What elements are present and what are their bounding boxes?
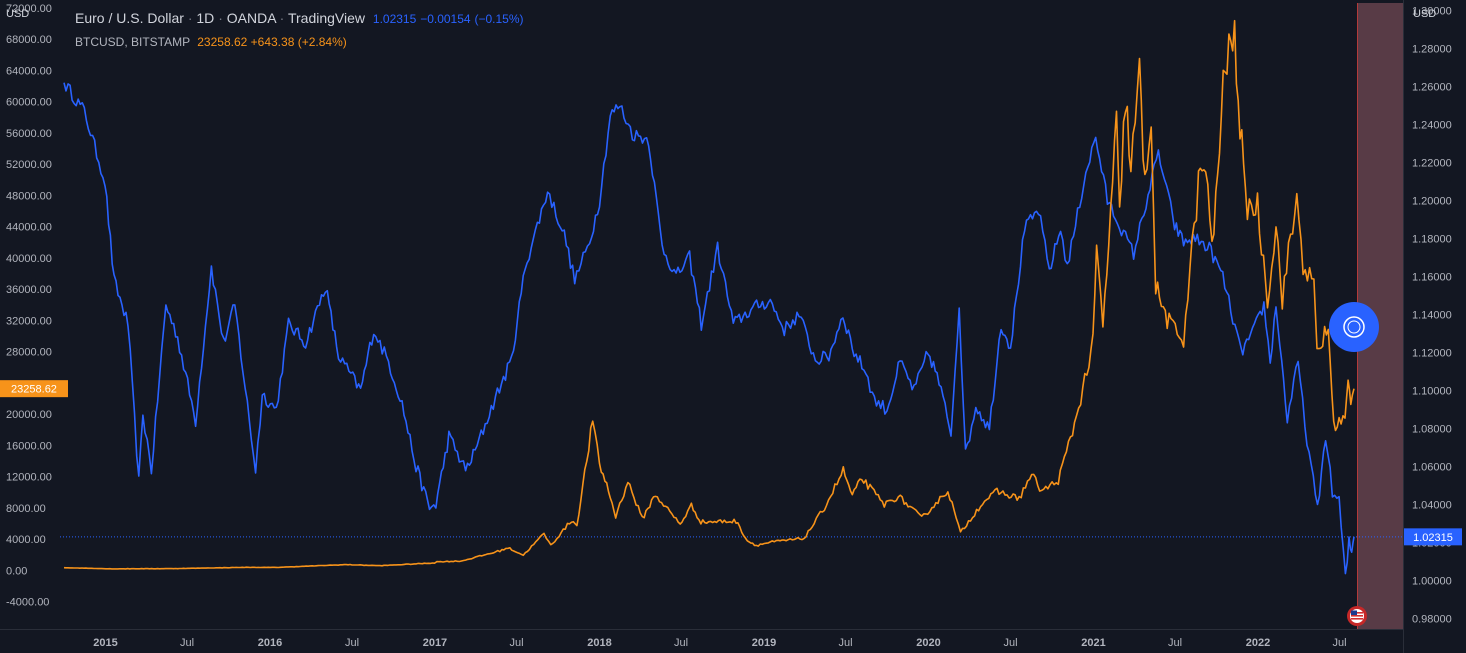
left-axis-tick-label: -4000.00 xyxy=(6,597,49,609)
right-axis-tick-label: 1.04000 xyxy=(1412,500,1452,512)
left-axis-tick-label: 68000.00 xyxy=(6,34,52,46)
time-axis-tick-label: 2016 xyxy=(258,637,282,649)
time-axis-tick-label: Jul xyxy=(1168,637,1182,649)
compare-series-legend[interactable]: BTCUSD, BITSTAMP 23258.62 +643.38 (+2.84… xyxy=(75,35,347,49)
left-axis-tick-label: 40000.00 xyxy=(6,253,52,265)
right-axis-tick-label: 1.20000 xyxy=(1412,195,1452,207)
left-axis-tick-label: 52000.00 xyxy=(6,159,52,171)
right-axis-tick-label: 1.00000 xyxy=(1412,576,1452,588)
time-axis-tick-label: 2021 xyxy=(1081,637,1105,649)
right-axis-tick-label: 1.28000 xyxy=(1412,43,1452,55)
time-axis[interactable]: 2015 Jul 2016 Jul 2017 Jul 2018 Jul 2019 Jul 2020 J… xyxy=(93,637,1346,649)
time-axis-tick-label: 2015 xyxy=(93,637,117,649)
interval-label[interactable]: 1D xyxy=(196,10,215,26)
right-axis-tick-label: 0.98000 xyxy=(1412,614,1452,626)
target-circle-icon[interactable] xyxy=(1329,302,1379,352)
eurusd-line[interactable] xyxy=(63,82,1355,575)
time-axis-tick-label: Jul xyxy=(674,637,688,649)
left-axis-tick-label: 56000.00 xyxy=(6,128,52,140)
left-axis-tick-label: 16000.00 xyxy=(6,440,52,452)
svg-text:1.02315: 1.02315 xyxy=(1413,532,1453,544)
right-axis-tick-label: 1.14000 xyxy=(1412,310,1452,322)
compare-last-price: 23258.62 xyxy=(197,35,248,49)
price-change: −0.00154 xyxy=(420,12,471,26)
time-axis-tick-label: 2018 xyxy=(587,637,611,649)
svg-text:23258.62: 23258.62 xyxy=(11,384,57,396)
us-flag-icon[interactable] xyxy=(1347,606,1367,626)
time-axis-tick-label: 2020 xyxy=(916,637,940,649)
time-axis-tick-label: Jul xyxy=(180,637,194,649)
time-axis-tick-label: 2022 xyxy=(1246,637,1270,649)
right-axis-tick-label: 1.08000 xyxy=(1412,424,1452,436)
right-axis-tick-label: 1.26000 xyxy=(1412,81,1452,93)
left-axis-tick-label: 44000.00 xyxy=(6,222,52,234)
right-axis-tick-label: 1.22000 xyxy=(1412,157,1452,169)
series-layer xyxy=(63,19,1355,575)
right-axis-unit: USD xyxy=(1413,8,1437,20)
left-axis-tick-label: 72000.00 xyxy=(6,3,52,15)
left-axis-tick-label: 48000.00 xyxy=(6,190,52,202)
platform-label: TradingView xyxy=(287,10,366,26)
btcusd-last-price-label: 23258.62 xyxy=(0,380,68,398)
time-axis-tick-label: 2019 xyxy=(752,637,776,649)
time-axis-tick-label: Jul xyxy=(1004,637,1018,649)
left-axis-tick-label: 64000.00 xyxy=(6,65,52,77)
left-axis-tick-label: 8000.00 xyxy=(6,503,46,515)
right-axis-tick-label: 1.18000 xyxy=(1412,233,1452,245)
left-axis-tick-label: 0.00 xyxy=(6,565,27,577)
left-axis-tick-label: 32000.00 xyxy=(6,315,52,327)
compare-symbol[interactable]: BTCUSD, BITSTAMP xyxy=(75,35,190,49)
time-axis-tick-label: Jul xyxy=(839,637,853,649)
right-axis-tick-label: 1.10000 xyxy=(1412,386,1452,398)
right-axis-tick-label: 1.12000 xyxy=(1412,348,1452,360)
time-axis-tick-label: Jul xyxy=(345,637,359,649)
time-axis-tick-label: 2017 xyxy=(423,637,447,649)
last-price: 1.02315 xyxy=(372,12,417,26)
symbol-title[interactable]: Euro / U.S. Dollar xyxy=(75,10,184,26)
time-axis-tick-label: Jul xyxy=(510,637,524,649)
exchange-label: OANDA xyxy=(226,10,276,26)
compare-change: +643.38 xyxy=(250,35,295,49)
left-axis-tick-label: 60000.00 xyxy=(6,97,52,109)
right-axis-tick-label: 1.24000 xyxy=(1412,119,1452,131)
left-axis-tick-label: 36000.00 xyxy=(6,284,52,296)
right-axis-tick-label: 1.30000 xyxy=(1412,5,1452,17)
left-axis-tick-label: 20000.00 xyxy=(6,409,52,421)
main-series-legend[interactable]: Euro / U.S. Dollar · 1D · OANDA · Tradin… xyxy=(75,10,524,26)
left-axis-tick-label: 12000.00 xyxy=(6,472,52,484)
left-axis-tick-label: 4000.00 xyxy=(6,534,46,546)
btcusd-line[interactable] xyxy=(63,19,1355,570)
right-axis-tick-label: 1.16000 xyxy=(1412,271,1452,283)
left-price-axis[interactable]: -4000.00 0.00 4000.00 8000.00 12000.00 16000.… xyxy=(6,3,52,609)
compare-change-pct: (+2.84%) xyxy=(297,35,347,49)
left-axis-unit: USD xyxy=(6,8,30,20)
right-axis-tick-label: 1.06000 xyxy=(1412,462,1452,474)
eurusd-last-price-label: 1.02315 xyxy=(1404,528,1462,546)
left-axis-tick-label: 28000.00 xyxy=(6,347,52,359)
price-change-pct: (−0.15%) xyxy=(474,12,524,26)
time-axis-tick-label: Jul xyxy=(1333,637,1347,649)
